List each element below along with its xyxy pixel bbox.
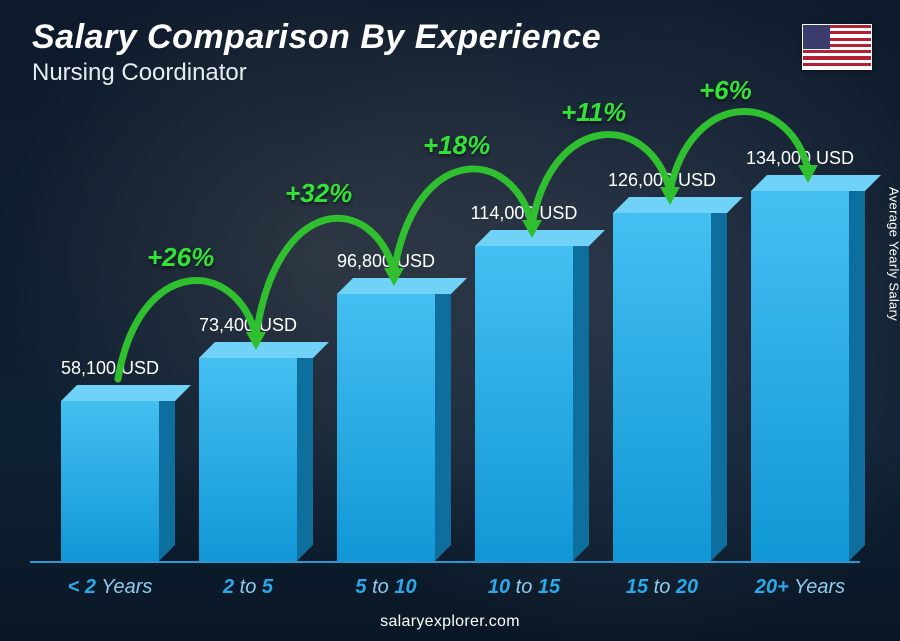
bar-value-label: 126,000 USD xyxy=(608,170,716,191)
bar xyxy=(61,401,159,561)
bar-x-label: 20+ Years xyxy=(741,576,859,599)
bar-x-label: 15 to 20 xyxy=(603,576,721,599)
bar-front xyxy=(475,246,573,561)
bar-side xyxy=(573,230,589,561)
bar-x-label: 2 to 5 xyxy=(189,576,307,599)
chart-baseline xyxy=(30,561,860,563)
increase-pct-label: +6% xyxy=(699,75,752,106)
chart-subtitle: Nursing Coordinator xyxy=(32,59,601,87)
bar-front xyxy=(751,191,849,561)
bar-top xyxy=(61,385,191,401)
bar-front xyxy=(199,358,297,561)
bar-value-label: 134,000 USD xyxy=(746,148,854,169)
increase-pct-label: +11% xyxy=(561,97,626,128)
bar-value-label: 58,100 USD xyxy=(61,358,159,379)
increase-pct-label: +26% xyxy=(147,242,214,273)
bar-top xyxy=(199,342,329,358)
bar xyxy=(475,246,573,561)
bar-side xyxy=(435,278,451,561)
increase-pct-label: +18% xyxy=(423,130,490,161)
bar-top xyxy=(475,230,605,246)
bar xyxy=(337,294,435,561)
bar-x-label: 5 to 10 xyxy=(327,576,445,599)
bar-side xyxy=(849,175,865,561)
footer-attribution: salaryexplorer.com xyxy=(0,613,900,631)
bar-front xyxy=(61,401,159,561)
flag-canton xyxy=(803,25,830,49)
bar-top xyxy=(613,197,743,213)
infographic-canvas: Salary Comparison By Experience Nursing … xyxy=(0,0,900,641)
title-block: Salary Comparison By Experience Nursing … xyxy=(32,18,601,87)
bar-x-label: < 2 Years xyxy=(51,576,169,599)
chart-title: Salary Comparison By Experience xyxy=(32,18,601,57)
bar-value-label: 73,400 USD xyxy=(199,315,297,336)
chart-area: 58,100 USD< 2 Years73,400 USD2 to 596,80… xyxy=(30,110,860,561)
bar-x-label: 10 to 15 xyxy=(465,576,583,599)
bar-front xyxy=(337,294,435,561)
bar-top xyxy=(337,278,467,294)
bar-side xyxy=(711,197,727,561)
bar xyxy=(613,213,711,561)
y-axis-label: Average Yearly Salary xyxy=(887,187,900,321)
bar-top xyxy=(751,175,881,191)
us-flag-icon xyxy=(802,24,872,70)
bar-front xyxy=(613,213,711,561)
bar-value-label: 96,800 USD xyxy=(337,251,435,272)
bar xyxy=(199,358,297,561)
bar-value-label: 114,000 USD xyxy=(471,203,578,224)
increase-pct-label: +32% xyxy=(285,178,352,209)
bar xyxy=(751,191,849,561)
bar-side xyxy=(297,342,313,561)
bar-side xyxy=(159,385,175,561)
